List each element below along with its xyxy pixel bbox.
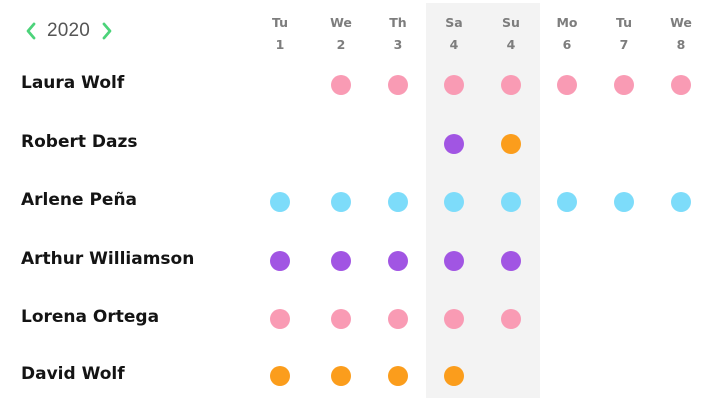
booking-dot[interactable] (671, 75, 691, 95)
day-weekday: We (670, 15, 692, 30)
person-name: Arthur Williamson (21, 249, 195, 269)
booking-dot[interactable] (501, 192, 521, 212)
person-name: David Wolf (21, 364, 125, 384)
day-weekday: Tu (615, 15, 633, 30)
booking-dot[interactable] (388, 251, 408, 271)
day-weekday: We (330, 15, 352, 30)
booking-dot[interactable] (444, 309, 464, 329)
next-year-button[interactable] (98, 17, 116, 45)
day-header: Sa 4 (432, 12, 476, 56)
day-date: 4 (449, 37, 459, 52)
chevron-right-icon (102, 22, 112, 40)
booking-dot[interactable] (557, 192, 577, 212)
booking-dot[interactable] (331, 366, 351, 386)
booking-dot[interactable] (331, 309, 351, 329)
day-header: Th 3 (376, 12, 420, 56)
day-weekday: Su (502, 15, 520, 30)
booking-dot[interactable] (270, 192, 290, 212)
day-header: Su 4 (489, 12, 533, 56)
year-label: 2020 (47, 20, 91, 41)
booking-dot[interactable] (671, 192, 691, 212)
day-date: 2 (336, 37, 346, 52)
day-header: We 8 (659, 12, 701, 56)
day-header: Tu 1 (258, 12, 302, 56)
booking-dot[interactable] (501, 75, 521, 95)
day-date: 7 (619, 37, 629, 52)
booking-dot[interactable] (270, 251, 290, 271)
day-header: Tu 7 (602, 12, 646, 56)
booking-dot[interactable] (501, 134, 521, 154)
booking-dot[interactable] (270, 309, 290, 329)
day-date: 6 (562, 37, 572, 52)
booking-dot[interactable] (501, 251, 521, 271)
chevron-left-icon (26, 22, 36, 40)
booking-dot[interactable] (331, 251, 351, 271)
person-name: Lorena Ortega (21, 307, 160, 327)
person-name: Arlene Peña (21, 190, 138, 210)
day-header: We 2 (319, 12, 363, 56)
booking-dot[interactable] (614, 192, 634, 212)
booking-dot[interactable] (444, 251, 464, 271)
booking-dot[interactable] (388, 309, 408, 329)
booking-dot[interactable] (388, 75, 408, 95)
day-date: 3 (393, 37, 403, 52)
booking-dot[interactable] (614, 75, 634, 95)
day-weekday: Mo (556, 15, 578, 30)
day-weekday: Tu (271, 15, 289, 30)
booking-dot[interactable] (444, 75, 464, 95)
day-date: 8 (676, 37, 686, 52)
booking-dot[interactable] (501, 309, 521, 329)
booking-dot[interactable] (270, 366, 290, 386)
day-header: Mo 6 (545, 12, 589, 56)
booking-dot[interactable] (331, 75, 351, 95)
booking-dot[interactable] (557, 75, 577, 95)
booking-dot[interactable] (444, 192, 464, 212)
booking-dot[interactable] (388, 366, 408, 386)
day-date: 4 (506, 37, 516, 52)
day-date: 1 (275, 37, 285, 52)
person-name: Laura Wolf (21, 73, 125, 93)
prev-year-button[interactable] (22, 17, 40, 45)
year-navigator: 2020 (22, 17, 116, 45)
booking-dot[interactable] (444, 366, 464, 386)
day-weekday: Th (389, 15, 407, 30)
booking-dot[interactable] (388, 192, 408, 212)
person-name: Robert Dazs (21, 132, 138, 152)
day-weekday: Sa (445, 15, 463, 30)
booking-dot[interactable] (444, 134, 464, 154)
booking-dot[interactable] (331, 192, 351, 212)
